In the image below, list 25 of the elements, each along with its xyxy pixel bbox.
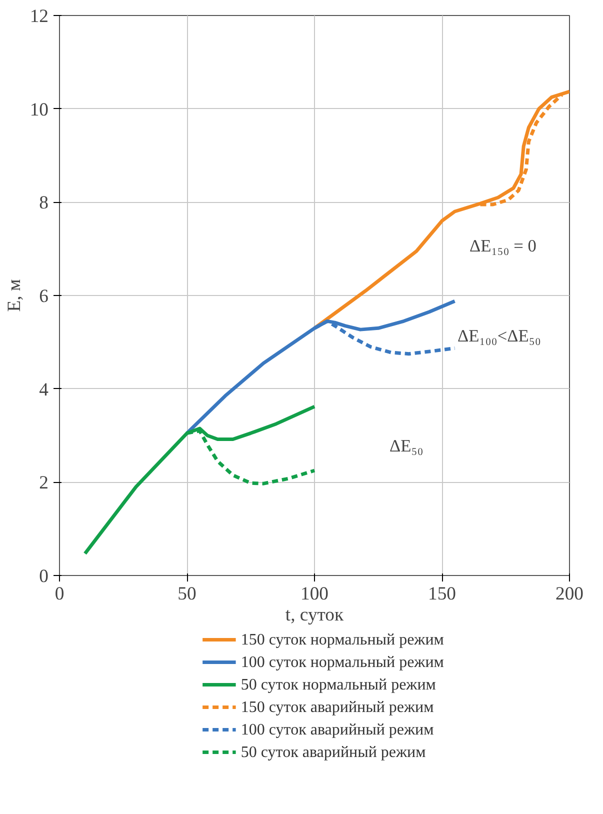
x-tick-label: 150 — [428, 584, 456, 604]
legend-label: 150 суток нормальный режим — [240, 631, 444, 648]
legend-label: 100 суток аварийный режим — [240, 721, 434, 738]
x-tick-label: 100 — [300, 584, 328, 604]
annotation: ΔE₁₅₀ = 0 — [470, 236, 536, 256]
x-axis-title: t, суток — [285, 604, 345, 626]
x-tick-label: 200 — [556, 584, 584, 604]
x-tick-label: 50 — [178, 584, 196, 604]
legend-label: 50 суток аварийный режим — [240, 744, 426, 761]
line-series — [478, 93, 564, 206]
y-tick-label: 0 — [39, 566, 48, 587]
y-tick-label: 6 — [39, 286, 48, 307]
y-tick-label: 2 — [39, 472, 48, 494]
y-tick-label: 10 — [30, 99, 48, 120]
y-axis-title: E, м — [4, 279, 25, 312]
legend-label: 50 суток нормальный режим — [240, 676, 436, 694]
legend-label: 100 суток нормальный режим — [240, 654, 444, 671]
y-tick-label: 4 — [39, 379, 50, 400]
x-tick-label: 0 — [54, 584, 64, 604]
annotation: ΔE₁₀₀<ΔE₅₀ — [458, 326, 541, 346]
y-tick-label: 12 — [30, 6, 48, 27]
legend-label: 150 суток аварийный режим — [240, 698, 434, 716]
annotation: ΔE₅₀ — [390, 436, 424, 456]
line-series — [83, 404, 316, 556]
y-tick-label: 8 — [39, 192, 48, 214]
